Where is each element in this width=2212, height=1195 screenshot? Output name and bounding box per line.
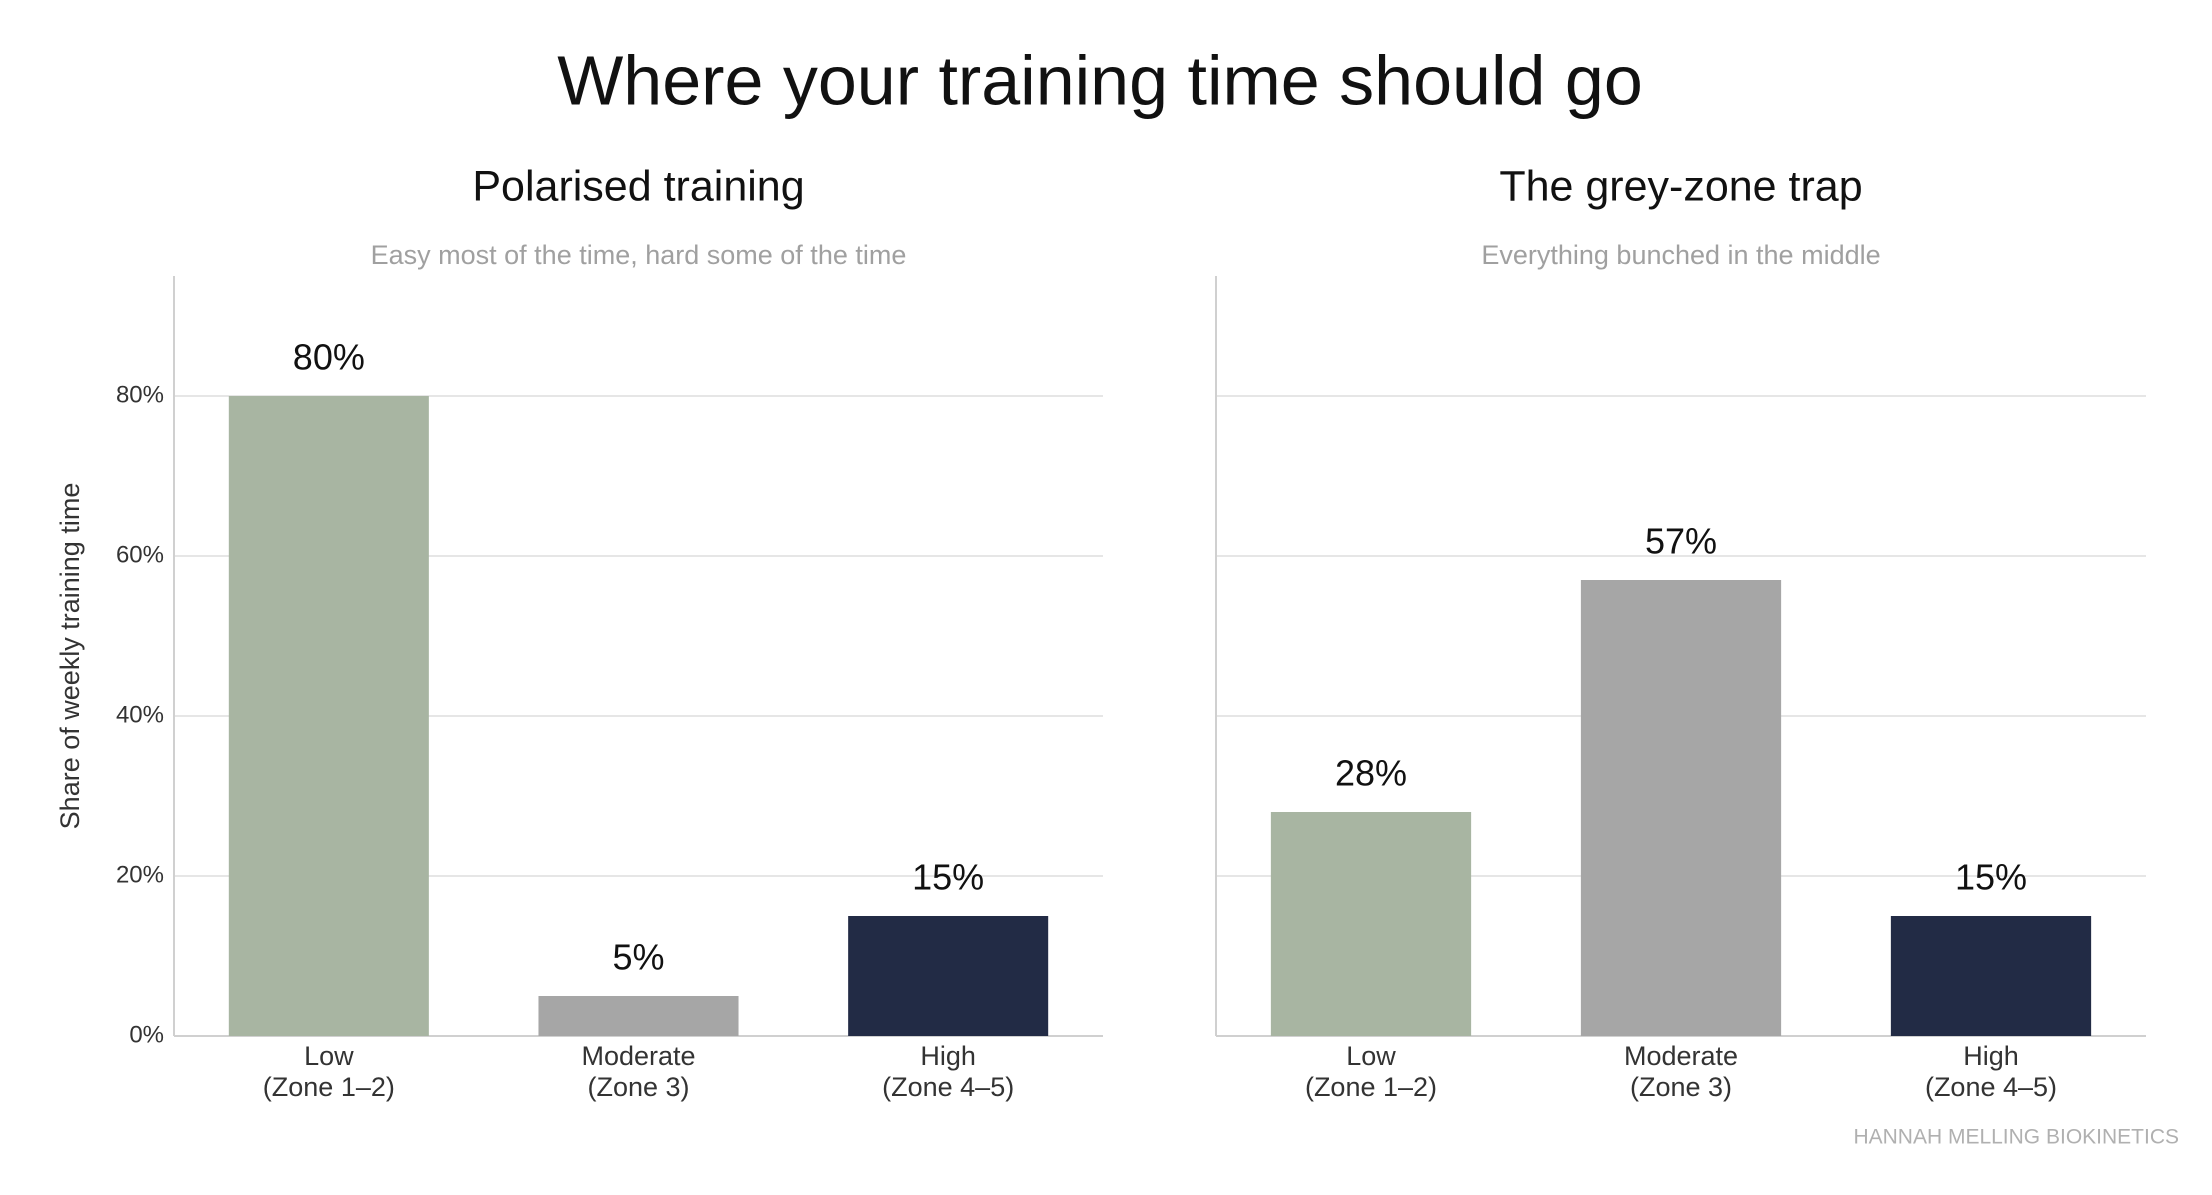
- bar: [1270, 812, 1472, 1036]
- y-tick-label: 20%: [116, 861, 164, 888]
- y-tick-label: 60%: [116, 541, 164, 568]
- bar: [1890, 916, 2092, 1036]
- x-tick-label: Moderate: [581, 1041, 695, 1071]
- bar: [228, 396, 429, 1036]
- value-label: 15%: [1955, 857, 2027, 898]
- value-label: 57%: [1645, 521, 1717, 562]
- x-tick-label: Low: [304, 1041, 354, 1071]
- value-label: 80%: [293, 337, 365, 378]
- source: HANNAH MELLING BIOKINETICS: [1853, 1126, 2179, 1149]
- main-title: Where your training time should go: [557, 41, 1643, 119]
- y-axis-label: Share of weekly training time: [55, 483, 85, 830]
- x-tick-label: (Zone 1–2): [1305, 1072, 1437, 1102]
- value-label: 28%: [1335, 753, 1407, 794]
- value-label: 5%: [612, 937, 664, 978]
- x-tick-label: Low: [1346, 1041, 1396, 1071]
- subplot-subtitle: Everything bunched in the middle: [1481, 240, 1880, 270]
- subplot-title: Polarised training: [472, 162, 804, 210]
- y-tick-label: 40%: [116, 701, 164, 728]
- bar: [848, 916, 1049, 1036]
- x-tick-label: (Zone 3): [587, 1072, 689, 1102]
- x-tick-label: (Zone 4–5): [882, 1072, 1014, 1102]
- x-tick-label: Moderate: [1624, 1041, 1738, 1071]
- value-label: 15%: [912, 857, 984, 898]
- x-tick-label: High: [920, 1041, 976, 1071]
- x-tick-label: (Zone 4–5): [1925, 1072, 2057, 1102]
- x-tick-label: (Zone 1–2): [263, 1072, 395, 1102]
- bar: [1580, 580, 1782, 1036]
- subplot-subtitle: Easy most of the time, hard some of the …: [371, 240, 907, 270]
- y-tick-label: 0%: [129, 1021, 164, 1048]
- x-tick-label: High: [1963, 1041, 2019, 1071]
- bar: [538, 996, 739, 1036]
- subplot-title: The grey-zone trap: [1499, 162, 1862, 210]
- y-tick-label: 80%: [116, 381, 164, 408]
- x-tick-label: (Zone 3): [1630, 1072, 1732, 1102]
